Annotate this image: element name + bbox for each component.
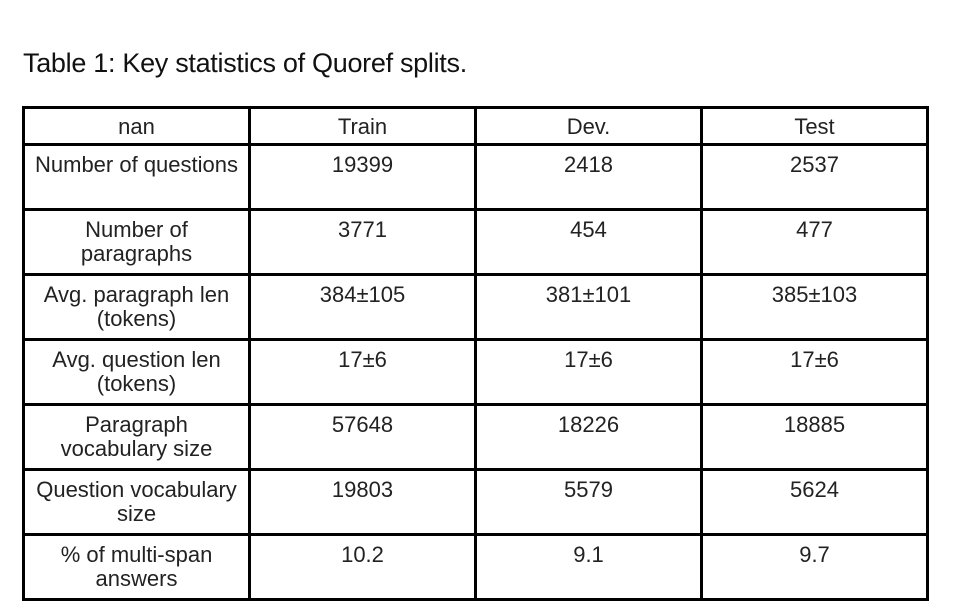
train-value-cell: 57648 <box>248 403 477 471</box>
table-row: Avg. paragraph len (tokens) 384±105 381±… <box>22 273 929 341</box>
statistics-table: nan Train Dev. Test Number of questions … <box>22 106 929 601</box>
train-value-cell: 19803 <box>248 468 477 536</box>
row-label-cell: Number of questions <box>22 143 251 211</box>
table-row: Number of paragraphs 3771 454 477 <box>22 208 929 276</box>
train-value-cell: 10.2 <box>248 533 477 601</box>
test-value-cell: 385±103 <box>700 273 929 341</box>
table-row: Question vocabulary size 19803 5579 5624 <box>22 468 929 536</box>
row-label-cell: Question vocabulary size <box>22 468 251 536</box>
header-cell-test: Test <box>700 106 929 146</box>
header-cell-train: Train <box>248 106 477 146</box>
dev-value-cell: 5579 <box>474 468 703 536</box>
test-value-cell: 5624 <box>700 468 929 536</box>
row-label-cell: Paragraph vocabulary size <box>22 403 251 471</box>
test-value-cell: 9.7 <box>700 533 929 601</box>
row-label-cell: Avg. question len (tokens) <box>22 338 251 406</box>
header-cell-label: nan <box>22 106 251 146</box>
dev-value-cell: 2418 <box>474 143 703 211</box>
header-cell-dev: Dev. <box>474 106 703 146</box>
test-value-cell: 477 <box>700 208 929 276</box>
test-value-cell: 17±6 <box>700 338 929 406</box>
test-value-cell: 18885 <box>700 403 929 471</box>
table-row: % of multi-span answers 10.2 9.1 9.7 <box>22 533 929 601</box>
dev-value-cell: 17±6 <box>474 338 703 406</box>
train-value-cell: 3771 <box>248 208 477 276</box>
train-value-cell: 17±6 <box>248 338 477 406</box>
table-row: Paragraph vocabulary size 57648 18226 18… <box>22 403 929 471</box>
dev-value-cell: 9.1 <box>474 533 703 601</box>
table-row: Avg. question len (tokens) 17±6 17±6 17±… <box>22 338 929 406</box>
test-value-cell: 2537 <box>700 143 929 211</box>
train-value-cell: 384±105 <box>248 273 477 341</box>
dev-value-cell: 381±101 <box>474 273 703 341</box>
row-label-cell: Number of paragraphs <box>22 208 251 276</box>
train-value-cell: 19399 <box>248 143 477 211</box>
table-header-row: nan Train Dev. Test <box>22 106 929 146</box>
row-label-cell: Avg. paragraph len (tokens) <box>22 273 251 341</box>
row-label-cell: % of multi-span answers <box>22 533 251 601</box>
dev-value-cell: 18226 <box>474 403 703 471</box>
dev-value-cell: 454 <box>474 208 703 276</box>
table-caption: Table 1: Key statistics of Quoref splits… <box>23 48 467 78</box>
table-row: Number of questions 19399 2418 2537 <box>22 143 929 211</box>
